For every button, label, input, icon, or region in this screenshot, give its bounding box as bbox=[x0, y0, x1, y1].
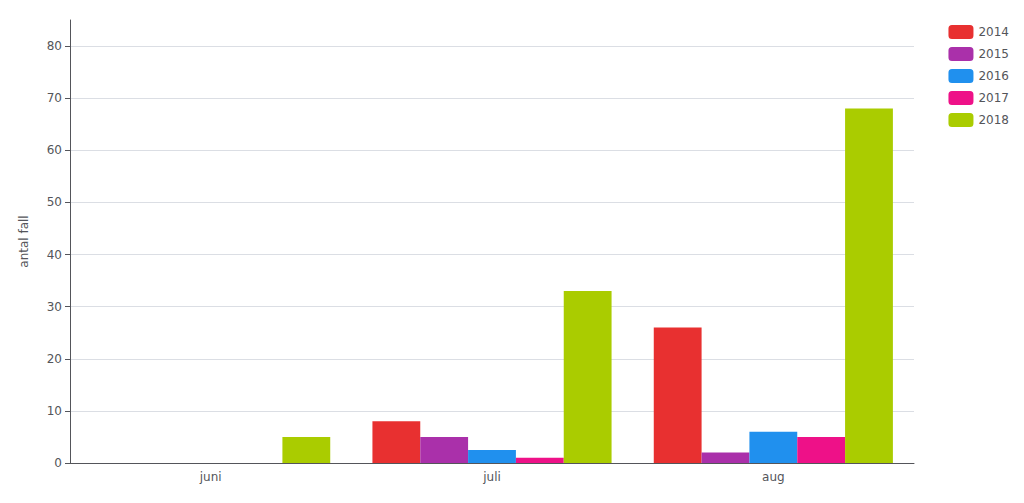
svg-text:antal fall: antal fall bbox=[17, 215, 31, 267]
svg-text:30: 30 bbox=[47, 300, 62, 314]
svg-text:2014: 2014 bbox=[978, 25, 1009, 39]
svg-text:40: 40 bbox=[47, 248, 62, 262]
svg-text:80: 80 bbox=[47, 39, 62, 53]
svg-text:2016: 2016 bbox=[978, 69, 1009, 83]
svg-text:2018: 2018 bbox=[978, 113, 1009, 127]
svg-text:20: 20 bbox=[47, 352, 62, 366]
svg-text:2015: 2015 bbox=[978, 47, 1009, 61]
svg-text:70: 70 bbox=[47, 91, 62, 105]
svg-text:2017: 2017 bbox=[978, 91, 1009, 105]
svg-text:0: 0 bbox=[54, 456, 62, 470]
svg-text:10: 10 bbox=[47, 404, 62, 418]
svg-text:aug: aug bbox=[762, 470, 785, 484]
svg-text:60: 60 bbox=[47, 143, 62, 157]
svg-text:juli: juli bbox=[482, 470, 501, 484]
svg-text:juni: juni bbox=[199, 470, 222, 484]
svg-text:50: 50 bbox=[47, 195, 62, 209]
